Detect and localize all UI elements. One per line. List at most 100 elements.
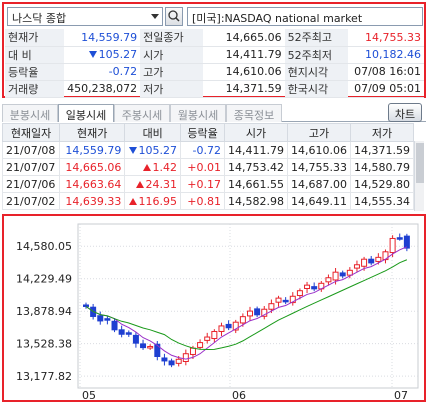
daily-header-row: 현재일자 현재가 대비 등락율 시가 고가 저가 — [1, 123, 415, 142]
candle-body — [182, 353, 189, 363]
row-low: 14,371.59 — [349, 141, 415, 159]
candle-body — [361, 258, 368, 267]
plot-frame — [77, 223, 419, 389]
row-date: 21/07/08 — [1, 141, 61, 159]
table-row[interactable]: 21/07/08 14,559.79 105.27 -0.72 14,411.7… — [1, 141, 415, 159]
market-select[interactable]: 나스닥 종합 — [7, 7, 163, 26]
col-header-low: 저가 — [349, 123, 415, 142]
row-close: 14,665.06 — [59, 158, 126, 176]
candle-body — [261, 308, 268, 317]
local-time: 07/08 16:01 — [348, 63, 424, 81]
volume: 450,238,072 — [64, 80, 141, 98]
candle-body — [225, 323, 232, 329]
candle-body — [296, 290, 303, 297]
candle-body — [154, 343, 161, 357]
x-tick-label: 06 — [232, 389, 246, 400]
table-row[interactable]: 21/07/06 14,663.64 24.31 +0.17 14,661.55… — [1, 175, 415, 193]
candle-body — [339, 272, 346, 277]
row-rate: +0.17 — [180, 175, 226, 193]
candle-body — [232, 321, 239, 331]
row-date: 21/07/02 — [1, 192, 61, 210]
tab-daily[interactable]: 일봉시세 — [58, 104, 114, 122]
row-rate: +0.01 — [180, 158, 226, 176]
chevron-down-icon — [151, 14, 159, 19]
row-rate: -0.72 — [180, 141, 226, 159]
candle-body — [211, 330, 218, 340]
candle-body — [368, 258, 375, 264]
high-52w: 14,755.33 — [348, 29, 424, 47]
tab-monthly[interactable]: 월봉시세 — [170, 104, 226, 122]
candle-body — [125, 332, 132, 335]
quote-label: 등락율 — [5, 63, 65, 81]
row-open: 14,661.55 — [224, 175, 288, 193]
price-chart-panel: 14,580.05 14,229.49 13,878.94 13,528.38 13,1… — [2, 214, 426, 402]
row-low: 14,529.80 — [349, 175, 415, 193]
quote-label: 거래량 — [5, 80, 65, 98]
quote-label: 대 비 — [5, 46, 65, 64]
search-row: 나스닥 종합 [미국]:NASDAQ national market — [7, 7, 423, 27]
candle-body — [97, 315, 104, 322]
row-change: 1.42 — [124, 158, 182, 176]
x-tick-label: 05 — [82, 389, 96, 400]
change-value: 105.27 — [64, 46, 141, 64]
chart-button[interactable]: 차트 — [388, 103, 422, 122]
row-open: 14,582.98 — [224, 192, 288, 210]
col-header-high: 고가 — [287, 123, 351, 142]
row-change: 24.31 — [124, 175, 182, 193]
table-row[interactable]: 21/07/02 14,639.33 116.95 +0.81 14,582.9… — [1, 192, 415, 210]
moving-average-short — [85, 246, 408, 360]
candle-body — [353, 264, 360, 269]
row-change: 105.27 — [124, 141, 182, 159]
candle-body — [389, 237, 396, 254]
candle-body — [403, 235, 410, 249]
candle-body — [204, 336, 211, 341]
candle-body — [189, 347, 196, 355]
candle-body — [239, 316, 246, 324]
table-scrollbar[interactable] — [414, 141, 424, 211]
quote-panel: 나스닥 종합 [미국]:NASDAQ national market 현재가 1… — [2, 2, 426, 98]
up-triangle-icon — [128, 197, 137, 205]
search-button[interactable] — [165, 7, 183, 26]
candle-body — [147, 345, 154, 349]
row-change: 116.95 — [124, 192, 182, 210]
candle-body — [104, 318, 111, 321]
search-icon — [168, 10, 180, 22]
tab-stock-info[interactable]: 종목정보 — [226, 104, 282, 122]
candle-body — [275, 297, 282, 303]
down-triangle-icon — [88, 51, 97, 58]
candle-body — [168, 360, 175, 366]
candle-body — [161, 357, 168, 362]
y-tick-label: 14,580.05 — [16, 240, 72, 253]
low-52w: 10,182.46 — [348, 46, 424, 64]
row-high: 14,610.06 — [287, 141, 351, 159]
symbol-name-field: [미국]:NASDAQ national market — [187, 7, 423, 26]
candle-body — [132, 334, 139, 344]
scrollbar-thumb[interactable] — [416, 143, 424, 183]
quote-row: 거래량 450,238,072 저가 14,371.59 한국시각 07/09 … — [5, 80, 424, 98]
quote-label: 저가 — [140, 80, 204, 98]
table-row[interactable]: 21/07/07 14,665.06 1.42 +0.01 14,753.42 … — [1, 158, 415, 176]
row-low: 14,580.79 — [349, 158, 415, 176]
candle-body — [282, 299, 289, 303]
col-header-close: 현재가 — [59, 123, 126, 142]
candle-body — [396, 237, 403, 240]
period-tabs: 분봉시세 일봉시세 주봉시세 월봉시세 종목정보 차트 — [2, 103, 426, 122]
candle-body — [218, 325, 225, 332]
down-triangle-icon — [128, 146, 137, 154]
row-close: 14,559.79 — [59, 141, 126, 159]
row-high: 14,755.33 — [287, 158, 351, 176]
quote-label: 한국시각 — [284, 80, 349, 98]
candle-body — [346, 269, 353, 276]
col-header-open: 시가 — [224, 123, 288, 142]
row-close: 14,639.33 — [59, 192, 126, 210]
quote-row: 등락율 -0.72 고가 14,610.06 현지시각 07/08 16:01 — [5, 63, 424, 81]
prev-close: 14,665.06 — [203, 29, 285, 47]
candle-body — [254, 308, 261, 316]
tab-weekly[interactable]: 주봉시세 — [114, 104, 170, 122]
candle-body — [175, 358, 182, 364]
candlestick-chart: 14,580.05 14,229.49 13,878.94 13,528.38 13,1… — [16, 223, 419, 400]
quote-table: 현재가 14,559.79 전일종가 14,665.06 52주최고 14,75… — [5, 29, 424, 98]
low-price: 14,371.59 — [203, 80, 285, 98]
tab-minute[interactable]: 분봉시세 — [2, 104, 58, 122]
x-tick-label: 07 — [394, 389, 408, 400]
